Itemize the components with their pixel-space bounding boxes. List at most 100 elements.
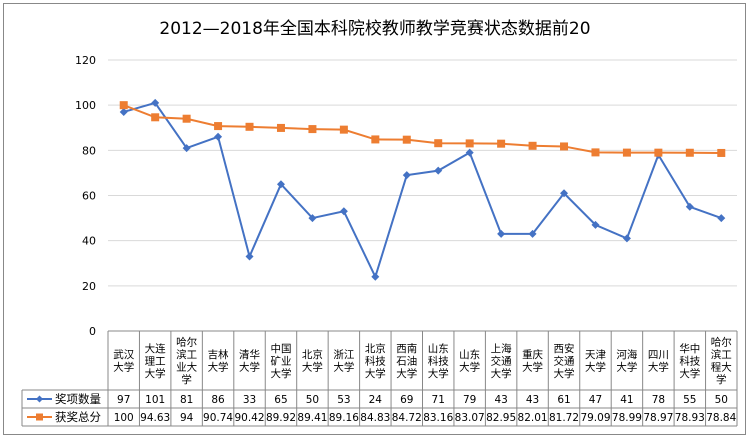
table-value: 83.07 <box>455 412 485 424</box>
table-value: 33 <box>243 394 256 406</box>
y-tick-label: 20 <box>82 280 96 293</box>
data-point <box>214 122 223 131</box>
table-value: 43 <box>526 394 539 406</box>
chart-title: 2012—2018年全国本科院校教师教学竞赛状态数据前20 <box>159 18 590 39</box>
x-category-label: 华中科技大学 <box>679 342 700 380</box>
y-tick-label: 80 <box>82 144 96 157</box>
data-point <box>276 123 285 132</box>
legend-label: 获奖总分 <box>55 410 101 424</box>
data-point <box>465 139 474 148</box>
x-category-label: 四川大学 <box>648 349 669 374</box>
table-value: 50 <box>306 394 319 406</box>
table-value: 82.95 <box>486 412 516 424</box>
data-point <box>622 234 631 243</box>
x-category-label: 哈尔滨工业大学 <box>176 336 197 387</box>
data-point <box>717 148 726 157</box>
data-point <box>434 139 443 148</box>
series-line-1 <box>123 101 722 280</box>
data-point <box>654 148 663 157</box>
data-point <box>402 171 411 180</box>
table-value: 79 <box>463 394 476 406</box>
data-point <box>497 229 506 238</box>
table-value: 83.16 <box>423 412 453 424</box>
data-point <box>308 125 317 134</box>
table-value: 78 <box>652 394 665 406</box>
table-value: 50 <box>715 394 728 406</box>
y-tick-label: 40 <box>82 235 96 248</box>
data-point <box>560 189 569 198</box>
x-category-label: 西安交通大学 <box>554 342 575 380</box>
table-value: 78.93 <box>675 412 705 424</box>
x-category-label: 浙江大学 <box>333 349 354 374</box>
x-category-label: 山东科技大学 <box>428 342 449 380</box>
x-category-label: 西南石油大学 <box>396 342 417 380</box>
table-value: 89.41 <box>297 412 327 424</box>
data-point <box>465 148 474 157</box>
x-category-label: 山东大学 <box>459 348 480 374</box>
x-category-label: 哈尔滨工程大学 <box>711 336 732 387</box>
x-category-label: 中国矿业大学 <box>270 342 291 380</box>
table-value: 84.83 <box>360 412 390 424</box>
data-point <box>434 166 443 175</box>
chart-frame <box>3 3 746 435</box>
table-value: 43 <box>494 394 507 406</box>
data-point <box>497 139 506 148</box>
data-point <box>528 141 537 150</box>
table-value: 100 <box>114 412 134 424</box>
data-point <box>308 214 317 223</box>
y-tick-label: 120 <box>75 54 96 67</box>
table-value: 89.16 <box>329 412 359 424</box>
table-value: 65 <box>274 394 287 406</box>
data-point <box>182 144 191 153</box>
legend-marker-diamond-icon <box>36 395 43 403</box>
table-value: 53 <box>337 394 350 406</box>
x-category-label: 北京科技大学 <box>365 342 386 380</box>
table-value: 90.74 <box>203 412 233 424</box>
data-point <box>528 229 537 238</box>
data-point <box>276 180 285 189</box>
table-value: 47 <box>589 394 602 406</box>
table-value: 55 <box>683 394 696 406</box>
table-value: 61 <box>557 394 570 406</box>
data-point <box>339 207 348 216</box>
data-point <box>214 132 223 141</box>
legend-marker-square-icon <box>36 413 43 421</box>
data-point <box>151 113 160 122</box>
table-value: 78.97 <box>643 412 673 424</box>
x-category-label: 上海交通大学 <box>491 342 512 380</box>
y-tick-label: 60 <box>82 190 96 203</box>
table-value: 81 <box>180 394 193 406</box>
data-point <box>685 202 694 211</box>
table-value: 97 <box>117 394 130 406</box>
data-point <box>245 122 254 131</box>
table-value: 78.99 <box>612 412 642 424</box>
table-value: 79.09 <box>580 412 610 424</box>
table-value: 71 <box>432 394 445 406</box>
table-value: 78.84 <box>706 412 736 424</box>
data-point <box>402 135 411 144</box>
table-value: 89.92 <box>266 412 296 424</box>
table-value: 81.72 <box>549 412 579 424</box>
table-value: 90.42 <box>234 412 264 424</box>
x-category-label: 清华大学 <box>239 348 260 374</box>
y-tick-label: 100 <box>75 99 96 112</box>
table-value: 69 <box>400 394 413 406</box>
data-point <box>591 148 600 157</box>
data-point <box>622 148 631 157</box>
table-value: 94.63 <box>140 412 170 424</box>
data-point <box>717 214 726 223</box>
data-point <box>371 272 380 281</box>
data-point <box>119 101 128 110</box>
table-value: 84.72 <box>392 412 422 424</box>
table-value: 82.01 <box>518 412 548 424</box>
data-point <box>339 125 348 134</box>
data-point <box>591 220 600 229</box>
table-value: 41 <box>620 394 633 406</box>
x-category-label: 北京大学 <box>302 348 323 374</box>
data-point <box>151 98 160 107</box>
x-category-label: 重庆大学 <box>522 348 543 374</box>
data-point <box>371 135 380 144</box>
table-value: 94 <box>180 412 194 424</box>
table-value: 24 <box>369 394 383 406</box>
